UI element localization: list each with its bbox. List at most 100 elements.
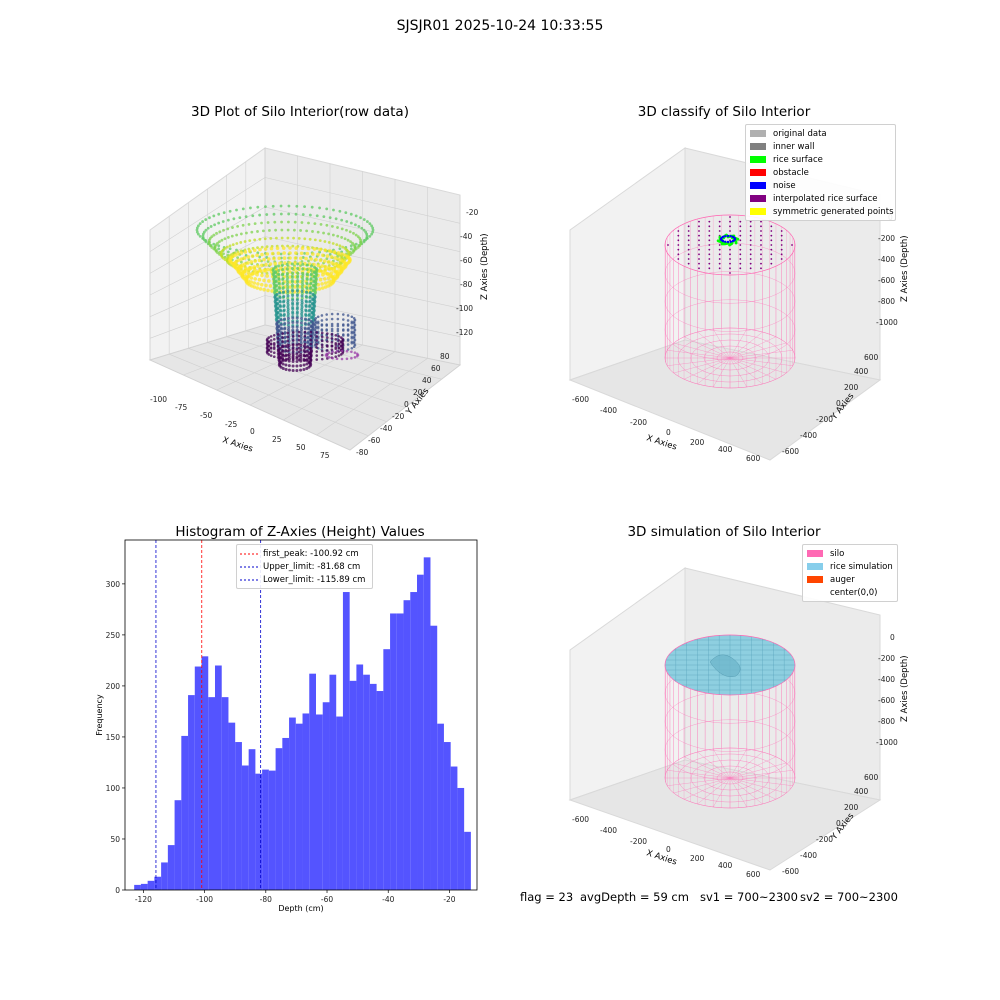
y-tick-label: 300 — [106, 580, 121, 589]
legend-swatch — [240, 553, 258, 554]
legend-label: rice surface — [773, 154, 823, 165]
classify-silo-wireframe — [664, 214, 796, 389]
cls-xtick: -400 — [600, 406, 617, 415]
legend-label: inner wall — [773, 141, 815, 152]
raw-ytick: 40 — [422, 376, 432, 385]
sim-ytick: -200 — [816, 835, 833, 844]
legend-entry: rice simulation — [807, 560, 893, 573]
histogram-bar — [356, 664, 364, 890]
y-tick-label: 150 — [106, 733, 121, 742]
histogram-bars — [134, 557, 471, 890]
histogram-bar — [403, 600, 411, 890]
raw-xtick: 50 — [296, 443, 306, 452]
sim-ytick: 0 — [836, 819, 841, 828]
cls-ztick: -200 — [878, 234, 895, 243]
histogram-bar — [417, 574, 424, 890]
histogram-bar — [390, 613, 397, 890]
raw-ytick: -60 — [368, 436, 380, 445]
sim-ztick: -600 — [878, 696, 895, 705]
raw-xtick: 0 — [250, 427, 255, 436]
sim-xtick: -400 — [600, 826, 617, 835]
cls-ztick: -1000 — [876, 318, 898, 327]
raw-xtick: -50 — [200, 411, 212, 420]
simulation-3d-plot: -600 -400 -200 0 200 400 600 -600 -400 -… — [568, 567, 910, 879]
legend-label: symmetric generated points — [773, 206, 894, 217]
legend-label: Lower_limit: -115.89 cm — [263, 574, 366, 585]
histogram-ticks: -120 -100 -80 -60 -40 -20 0 50 100 150 200 250 300 — [106, 580, 456, 904]
legend-entry: interpolated rice surface — [750, 192, 891, 205]
sim-xtick: 200 — [690, 854, 705, 863]
x-tick-label: -40 — [382, 895, 394, 904]
histogram-bar — [275, 748, 283, 890]
histogram-bar — [423, 557, 431, 890]
x-tick-label: -60 — [321, 895, 333, 904]
histogram-bar — [443, 742, 451, 890]
cls-ztick: -600 — [878, 276, 895, 285]
raw-ytick: 0 — [404, 400, 409, 409]
cls-zlabel: Z Axies (Depth) — [900, 235, 910, 302]
histogram-vlines — [155, 540, 262, 890]
x-tick-label: -80 — [260, 895, 272, 904]
sim-ztick: -200 — [878, 654, 895, 663]
sim-zlabel: Z Axies (Depth) — [900, 655, 910, 722]
sim-xtick: 0 — [666, 845, 671, 854]
histogram-bar — [369, 683, 377, 890]
sim-ytick: 600 — [864, 773, 879, 782]
raw-ytick: -20 — [392, 412, 404, 421]
legend-entry: rice surface — [750, 153, 891, 166]
legend-swatch — [750, 195, 766, 202]
sim-xlabel: X Axies — [645, 848, 678, 867]
histogram-bar — [255, 773, 263, 890]
histogram-bar — [450, 766, 458, 890]
cls-ytick: -600 — [782, 447, 799, 456]
histogram-bar — [322, 702, 330, 890]
legend-entry: noise — [750, 179, 891, 192]
cls-ytick: -200 — [816, 415, 833, 424]
raw-data-3d-plot: -100 -75 -50 -25 0 25 50 75 -80 -60 -40 … — [148, 147, 490, 460]
raw-ytick: 60 — [431, 364, 441, 373]
sim-xtick: -600 — [572, 815, 589, 824]
simulation-plot-title: 3D simulation of Silo Interior — [627, 524, 821, 540]
histogram-frame — [124, 539, 478, 891]
histogram-bar — [241, 765, 249, 890]
raw-xtick: -75 — [175, 403, 187, 412]
histogram-bar — [315, 714, 323, 890]
y-tick-label: 250 — [106, 631, 121, 640]
classify-legend: original data inner wall rice surface ob… — [745, 124, 896, 221]
raw-ztick: -20 — [466, 208, 478, 217]
y-tick-label: 100 — [106, 784, 121, 793]
legend-label: Upper_limit: -81.68 cm — [263, 561, 361, 572]
legend-entry: symmetric generated points — [750, 205, 894, 218]
histogram-bar — [282, 737, 290, 890]
cls-xtick: -600 — [572, 395, 589, 404]
sim-ytick: -400 — [800, 851, 817, 860]
histogram-bar — [430, 625, 438, 890]
simulation-legend: silo rice simulation auger center(0,0) — [802, 544, 898, 602]
legend-swatch — [807, 576, 823, 583]
legend-swatch — [750, 143, 766, 150]
cls-ztick: -400 — [878, 255, 895, 264]
legend-entry: silo — [807, 547, 893, 560]
sv1-text: sv1 = 700~2300 — [700, 890, 798, 904]
histogram-bar — [363, 674, 370, 890]
histogram-bar — [302, 713, 310, 890]
legend-swatch — [750, 169, 766, 176]
histogram-bar — [167, 845, 175, 890]
histogram-bar — [134, 884, 141, 890]
sim-ytick: -600 — [782, 867, 799, 876]
sim-xtick: 600 — [746, 870, 761, 879]
raw-ztick: -120 — [456, 328, 473, 337]
cls-ztick: -800 — [878, 297, 895, 306]
raw-ztick: -80 — [460, 280, 472, 289]
raw-xtick: -100 — [150, 395, 167, 404]
legend-label: interpolated rice surface — [773, 193, 878, 204]
raw-xtick: 25 — [272, 435, 282, 444]
histogram-bar — [248, 749, 256, 890]
y-tick-label: 0 — [115, 886, 120, 895]
raw-ytick: -40 — [380, 424, 392, 433]
legend-entry: center(0,0) — [807, 586, 893, 599]
histogram-title: Histogram of Z-Axies (Height) Values — [175, 524, 425, 540]
cls-ytick: 200 — [844, 383, 859, 392]
raw-zlabel: Z Axies (Depth) — [480, 233, 490, 300]
histogram-bar — [188, 695, 195, 890]
